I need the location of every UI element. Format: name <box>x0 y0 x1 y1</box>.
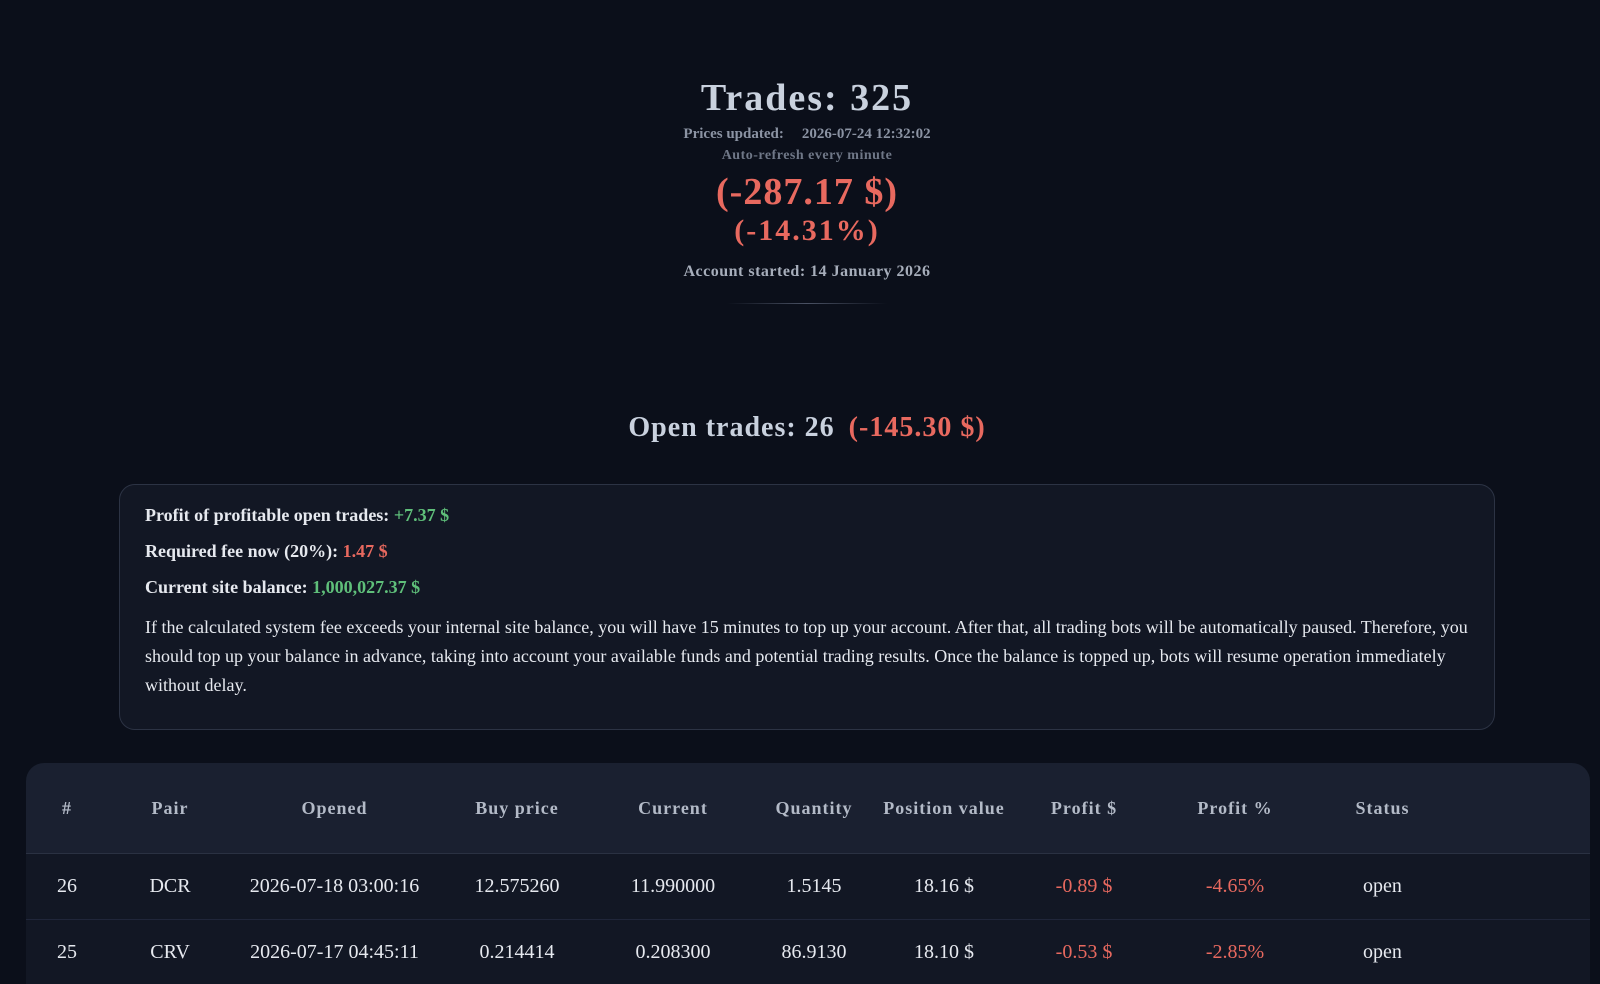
table-cell: 12.575260 <box>437 853 597 920</box>
table-cell: open <box>1311 853 1454 920</box>
table-cell: -4.65% <box>1159 853 1311 920</box>
table-row: 25 CRV 2026-07-17 04:45:11 0.214414 0.208300… <box>26 919 1590 984</box>
table-cell: -0.53 $ <box>1009 919 1159 984</box>
title: Trades: 325 <box>700 77 914 119</box>
header-row: # Pair Opened Buy price Current Quantity Posit… <box>26 763 1590 854</box>
table-cell: 11.990000 <box>597 853 749 920</box>
table-cell: 86.9130 <box>749 919 879 984</box>
table-cell: 1.5145 <box>749 853 879 920</box>
table-cell: 18.10 $ <box>879 919 1009 984</box>
prices-updated: Prices updated: 2026-07-24 12:32:02 <box>0 126 1600 143</box>
info-label: Profit of profitable open trades: <box>145 505 390 525</box>
column-header: Position value <box>879 763 1009 854</box>
auto-refresh: Auto-refresh every minute <box>721 148 893 163</box>
table-cell: 0.214414 <box>437 919 597 984</box>
info-label: Current site balance: <box>145 577 308 597</box>
info-line: Profit of profitable open trades: +7.37 … <box>145 505 1469 526</box>
column-header: Current <box>597 763 749 854</box>
info-line: Required fee now (20%): 1.47 $ <box>145 541 1469 562</box>
table-cell: -2.85% <box>1159 919 1311 984</box>
column-header: # <box>26 763 108 854</box>
table-cell: -0.89 $ <box>1009 853 1159 920</box>
table-cell: CRV <box>108 919 232 984</box>
column-header: Opened <box>232 763 437 854</box>
column-header: Buy price <box>437 763 597 854</box>
open-profit: (-145.30 $) <box>848 412 986 443</box>
info-box: Profit of profitable open trades: +7.37 … <box>119 484 1495 730</box>
table-cell: DCR <box>108 853 232 920</box>
table-cell: 0.208300 <box>597 919 749 984</box>
table-cell: 25 <box>26 919 108 984</box>
column-header: Status <box>1311 763 1454 854</box>
column-header: Quantity <box>749 763 879 854</box>
table-cell: 26 <box>26 853 108 920</box>
spacer <box>1454 919 1590 984</box>
total-profit: (-287.17 $) <box>716 171 898 213</box>
open-trades: Open trades: 26 (-145.30 $) <box>0 412 1600 444</box>
table-cell: 2026-07-18 03:00:16 <box>232 853 437 920</box>
timestamp: 2026-07-24 12:32:02 <box>801 126 931 142</box>
label: Prices updated: <box>683 126 784 142</box>
table-cell: open <box>1311 919 1454 984</box>
column-header: Profit % <box>1159 763 1311 854</box>
table-row: 26 DCR 2026-07-18 03:00:16 12.575260 11.9900… <box>26 853 1590 920</box>
spacer <box>1454 853 1590 920</box>
table-cell: 2026-07-17 04:45:11 <box>232 919 437 984</box>
info-value: 1.47 $ <box>342 541 388 561</box>
info-label: Required fee now (20%): <box>145 541 339 561</box>
trades-table: # Pair Opened Buy price Current Quantity Posit… <box>26 763 1590 984</box>
info-line: Current site balance: 1,000,027.37 $ <box>145 577 1469 598</box>
open-title: Open trades: 26 <box>628 412 835 443</box>
spacer <box>1454 763 1590 854</box>
info-value: 1,000,027.37 $ <box>312 577 421 597</box>
info-value: +7.37 $ <box>393 505 450 525</box>
separator <box>727 303 887 304</box>
column-header: Profit $ <box>1009 763 1159 854</box>
account-started: Account started: 14 January 2026 <box>683 263 931 280</box>
table-cell: 18.16 $ <box>879 853 1009 920</box>
info-note: If the calculated system fee exceeds you… <box>145 617 1468 695</box>
column-header: Pair <box>108 763 232 854</box>
total-percent: (-14.31%) <box>734 214 880 247</box>
